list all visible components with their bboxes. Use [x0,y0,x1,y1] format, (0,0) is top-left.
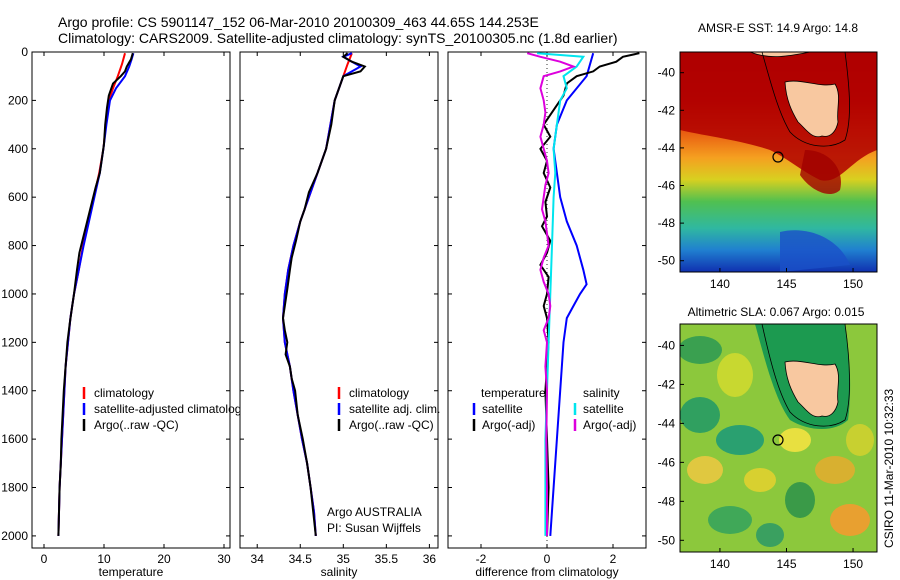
salinity-panel: 34 34.5 35 35.5 36 salinity climatology satelli… [239,51,440,579]
temperature-xlabel: temperature [99,565,164,579]
sla-map-xtick-label: 145 [776,557,796,571]
sla-map-ytick-label: -42 [658,377,676,391]
temperature-panel: 0 10 20 30 0 200 400 600 800 1000 1200 1400 1600 1800… [1,45,247,579]
difference-legend-title-salinity: salinity [583,386,620,400]
sst-map-title: AMSR-E SST: 14.9 Argo: 14.8 [698,21,858,35]
sst-eddy-warm [800,150,841,195]
salinity-legend-label: satellite adj. clim. [349,402,440,416]
difference-legend-label: Argo(-adj) [482,418,535,432]
pi-label: PI: Susan Wijffels [327,521,421,535]
argo-agency-label: Argo AUSTRALIA [327,505,422,519]
salinity-axes-frame [239,51,439,549]
sst-map-xtick-label: 140 [710,277,730,291]
sst-map-axes: 140 145 150 -40 -42 -44 -46 -48 -50 [658,66,864,291]
salinity-xlabel: salinity [321,565,358,579]
sla-map-xtick-label: 150 [843,557,863,571]
header-title-line1: Argo profile: CS 5901147_152 06-Mar-2010… [58,14,539,30]
sla-shelf-contour [761,324,850,427]
temperature-axes-frame [31,51,231,549]
temperature-ytick-label: 2000 [1,529,28,543]
sst-map-ytick-label: -44 [658,141,676,155]
credit-label: CSIRO 11-Mar-2010 10:32:33 [882,388,896,548]
temperature-legend-label: climatology [94,386,154,400]
difference-series-salinity-argo-adj- [526,52,577,536]
salinity-xtick-label: 35.5 [375,552,399,566]
salinity-xtick-label: 35 [337,552,351,566]
header-title-line2: Climatology: CARS2009. Satellite-adjuste… [58,30,618,46]
salinity-legend-label: Argo(..raw -QC) [349,418,434,432]
sst-map-ytick-label: -50 [658,254,676,268]
sst-profile-marker [772,151,784,163]
sla-map-ytick-label: -40 [658,338,676,352]
difference-legend-label: Argo(-adj) [583,418,636,432]
sst-map-ytick-label: -40 [658,66,676,80]
temperature-ytick-label: 800 [8,239,28,253]
difference-xlabel: difference from climatology [475,565,618,579]
difference-legend-label: satellite [583,402,624,416]
sla-map-ytick-label: -46 [658,455,676,469]
sst-map-frame [679,51,878,273]
temperature-legend-label: satellite-adjusted climatology [94,402,247,416]
sst-cool-patch [780,230,850,272]
salinity-xtick-label: 34 [251,552,265,566]
sla-map-title: Altimetric SLA: 0.067 Argo: 0.015 [688,305,865,319]
sst-map-panel: AMSR-E SST: 14.9 Argo: 14.8 140 145 150 -40… [658,21,878,291]
temperature-ytick-label: 1600 [1,432,28,446]
temperature-ytick-label: 200 [8,93,28,107]
temperature-ytick-label: 600 [8,190,28,204]
difference-legend-label: satellite [482,402,523,416]
sla-map-axes: 140 145 150 -40 -42 -44 -46 -48 -50 [658,338,864,571]
temperature-ytick-label: 1800 [1,481,28,495]
sla-map-frame [679,323,878,553]
sla-map-ytick-label: -50 [658,533,676,547]
difference-xtick-label: 2 [610,552,617,566]
temperature-ytick-label: 400 [8,142,28,156]
sla-map-panel: Altimetric SLA: 0.067 Argo: 0.015 [658,305,878,571]
sla-land-tasmania [784,360,839,418]
temperature-ytick-label: 1000 [1,287,28,301]
temperature-ytick-label: 1200 [1,335,28,349]
temperature-ytick-label: 1400 [1,384,28,398]
temperature-legend-label: Argo(..raw -QC) [94,418,179,432]
temperature-xtick-label: 0 [41,552,48,566]
temperature-ytick-label: 0 [21,45,28,59]
sst-shelf-contour [761,52,850,147]
sla-map-ytick-label: -48 [658,494,676,508]
temperature-xtick-label: 10 [97,552,111,566]
sst-map-xtick-label: 150 [843,277,863,291]
salinity-series-argo-raw-qc- [281,52,367,537]
sst-map-ytick-label: -48 [658,216,676,230]
difference-xtick-label: 0 [544,552,551,566]
sst-warm-tongue [680,52,877,181]
sla-map-ytick-label: -44 [658,416,676,430]
sst-land-tasmania [784,80,839,138]
difference-legend-title-temperature: temperature [481,386,546,400]
temperature-series-argo-raw-qc- [57,52,134,536]
sla-map-xtick-label: 140 [710,557,730,571]
sst-map-xtick-label: 145 [776,277,796,291]
sla-blobs [680,336,874,547]
salinity-xtick-label: 34.5 [289,552,313,566]
sst-map-ytick-label: -46 [658,179,676,193]
salinity-legend-label: climatology [349,386,409,400]
temperature-xtick-label: 30 [217,552,231,566]
salinity-xtick-label: 36 [423,552,437,566]
temperature-xtick-label: 20 [157,552,171,566]
sla-profile-marker [772,434,784,446]
difference-xtick-label: -2 [476,552,487,566]
sst-map-ytick-label: -42 [658,103,676,117]
